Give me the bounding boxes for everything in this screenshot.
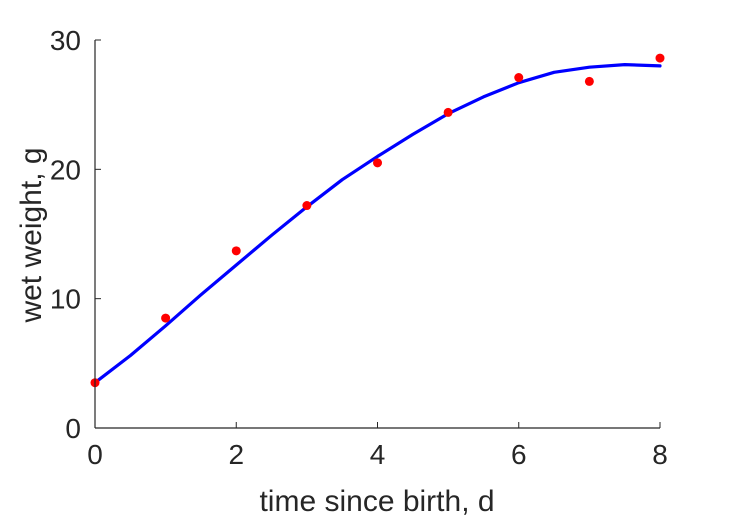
data-point — [655, 53, 665, 63]
data-point — [514, 73, 524, 83]
data-point — [373, 158, 382, 168]
data-point — [584, 76, 594, 86]
x-axis-ticks: 0 2 4 6 8 — [87, 422, 668, 470]
y-tick-label: 20 — [50, 154, 81, 185]
data-point — [443, 107, 453, 117]
x-tick-label: 6 — [511, 439, 527, 470]
x-axis-label: time since birth, d — [259, 485, 494, 518]
x-tick-label: 0 — [87, 439, 103, 470]
data-point — [161, 313, 171, 323]
data-point — [231, 246, 241, 256]
plot-area — [90, 53, 665, 388]
y-tick-label: 30 — [50, 25, 81, 56]
x-tick-label: 2 — [228, 439, 244, 470]
fit-curve — [93, 62, 662, 385]
data-point — [302, 201, 312, 211]
y-axis-ticks: 0 10 20 30 — [50, 25, 101, 444]
y-axis-label: wet weight, g — [15, 147, 48, 323]
x-tick-label: 8 — [652, 439, 668, 470]
y-tick-label: 10 — [50, 284, 81, 315]
y-tick-label: 0 — [65, 413, 81, 444]
x-tick-label: 4 — [370, 439, 386, 470]
axes — [94, 40, 660, 429]
